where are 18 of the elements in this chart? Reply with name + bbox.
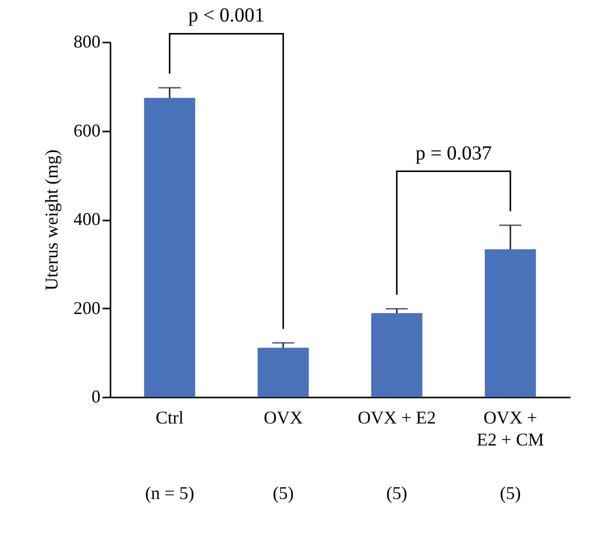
text: (5) xyxy=(500,483,521,503)
text: (n = 5) xyxy=(145,483,194,503)
y-tick-label: 0 xyxy=(92,386,100,406)
x-tick-label: OVX + E2 xyxy=(358,408,436,428)
text: (5) xyxy=(272,483,294,503)
y-tick-label: 200 xyxy=(74,298,100,318)
x-tick-label: OVX + E2 + CM xyxy=(476,408,544,450)
annotation: p = 0.037 xyxy=(415,142,492,164)
y-tick-label: 600 xyxy=(74,120,100,140)
x-tick-label: OVX xyxy=(264,408,303,428)
bar xyxy=(258,348,309,397)
y-tick-label: 800 xyxy=(74,32,100,52)
text: p < 0.001 xyxy=(188,4,265,27)
y-tick-label: 400 xyxy=(74,209,100,229)
x-tick-label: Ctrl xyxy=(156,408,184,428)
y-axis-title: Uterus weight (mg) xyxy=(42,150,62,290)
text: (5) xyxy=(386,483,408,503)
bar xyxy=(371,313,422,397)
